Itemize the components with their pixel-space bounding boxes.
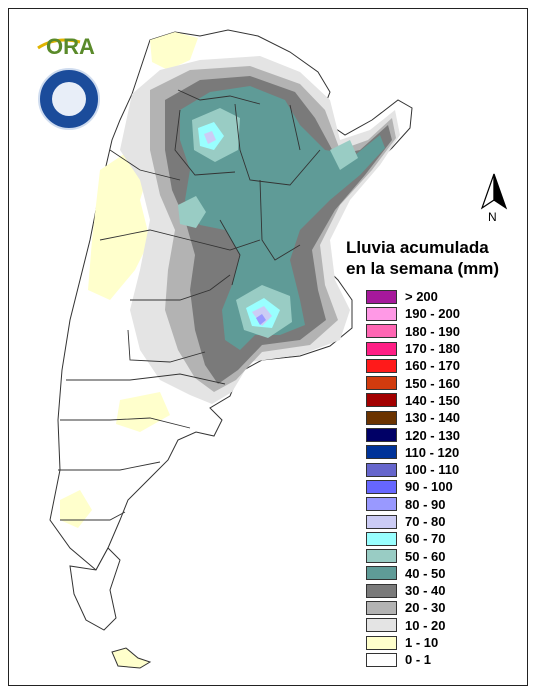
north-arrow-icon [480,173,508,210]
legend-row: 50 - 60 [366,547,516,564]
legend-row: 190 - 200 [366,305,516,322]
legend-swatch [366,376,397,391]
legend-swatch [366,306,397,321]
legend-swatch [366,549,397,564]
legend-label: 0 - 1 [405,652,432,668]
legend-title: Lluvia acumulada en la semana (mm) [346,237,526,279]
legend-label: 1 - 10 [405,635,439,651]
seal-center [52,82,86,116]
legend-row: 70 - 80 [366,513,516,530]
legend-label: 50 - 60 [405,548,446,564]
legend-label: 130 - 140 [405,410,460,426]
legend-row: 180 - 190 [366,323,516,340]
legend-swatch [366,635,397,650]
legend-swatch [366,479,397,494]
legend-title-line1: Lluvia acumulada [346,238,489,257]
legend-label: 160 - 170 [405,358,460,374]
legend-row: 130 - 140 [366,409,516,426]
legend-row: 100 - 110 [366,461,516,478]
legend-swatch [366,462,397,477]
legend-label: 20 - 30 [405,600,446,616]
legend-row: 80 - 90 [366,496,516,513]
legend-row: 60 - 70 [366,530,516,547]
legend-label: 190 - 200 [405,306,460,322]
legend-label: 10 - 20 [405,617,446,633]
smn-seal-logo [38,68,100,130]
legend-row: 1 - 10 [366,634,516,651]
argentina-south [69,547,121,631]
legend-row: 10 - 20 [366,617,516,634]
legend-swatch [366,428,397,443]
legend-swatch [366,514,397,529]
svg-text:ORA: ORA [46,34,95,59]
legend-label: 80 - 90 [405,496,446,512]
legend-swatch [366,618,397,633]
legend-row: 20 - 30 [366,599,516,616]
legend-row: 40 - 50 [366,565,516,582]
legend-label: 70 - 80 [405,514,446,529]
legend-swatch [366,341,397,356]
legend-row: 30 - 40 [366,582,516,599]
legend-swatch [366,566,397,581]
legend-row: 140 - 150 [366,392,516,409]
legend-swatch [366,600,397,615]
legend-row: 120 - 130 [366,426,516,443]
legend-swatch [366,583,397,598]
legend-title-line2: en la semana (mm) [346,259,500,278]
legend-label: 180 - 190 [405,323,460,339]
legend-label: 100 - 110 [405,462,460,478]
north-label: N [488,210,497,224]
legend-label: 170 - 180 [405,341,460,357]
legend-swatch [366,358,397,373]
legend-label: 60 - 70 [405,531,446,547]
legend-label: 110 - 120 [405,444,460,460]
legend-swatch [366,531,397,546]
legend-label: > 200 [405,289,438,305]
legend: > 200 190 - 200 180 - 190 170 - 180 160 - 17… [366,288,516,669]
tierra-del-fuego [111,647,152,669]
legend-swatch [366,410,397,425]
ora-logo: ORA [37,34,95,59]
legend-row: 150 - 160 [366,374,516,391]
legend-label: 150 - 160 [405,375,460,391]
legend-label: 120 - 130 [405,427,460,443]
legend-row: > 200 [366,288,516,305]
legend-row: 90 - 100 [366,478,516,495]
legend-label: 40 - 50 [405,565,446,581]
legend-label: 30 - 40 [405,583,446,599]
legend-swatch [366,289,397,304]
legend-row: 170 - 180 [366,340,516,357]
legend-swatch [366,497,397,512]
legend-swatch [366,324,397,339]
legend-row: 160 - 170 [366,357,516,374]
legend-swatch [366,445,397,460]
legend-row: 0 - 1 [366,651,516,668]
legend-swatch [366,652,397,667]
legend-label: 140 - 150 [405,392,460,408]
legend-label: 90 - 100 [405,479,453,495]
legend-swatch [366,393,397,408]
legend-row: 110 - 120 [366,444,516,461]
